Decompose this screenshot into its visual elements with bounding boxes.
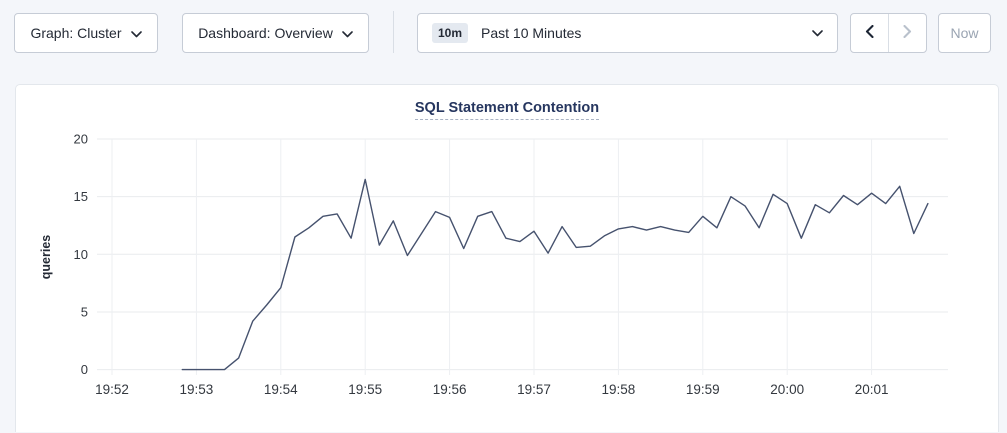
x-tick-label: 19:59 [686, 382, 720, 397]
time-window-badge: 10m [432, 23, 469, 43]
x-tick-label: 19:54 [264, 382, 298, 397]
sql-statement-contention-chart[interactable]: 0 5 10 15 20 19:52 19:53 19:54 19:55 19:56 19:57 19… [16, 85, 1000, 433]
time-range-label: Past 10 Minutes [481, 25, 582, 41]
x-tick-label: 19:53 [180, 382, 214, 397]
y-tick-label: 15 [74, 189, 88, 204]
x-tick-label: 19:58 [602, 382, 636, 397]
series-line-queries [181, 178, 929, 371]
x-tick-label: 19:52 [95, 382, 129, 397]
now-button-label: Now [950, 25, 979, 41]
x-tick-label: 20:00 [770, 382, 804, 397]
dashboard-selector-label: Dashboard: Overview [198, 25, 333, 41]
y-tick-label: 20 [74, 132, 88, 147]
chevron-down-icon [812, 29, 823, 37]
now-button[interactable]: Now [938, 13, 991, 53]
time-range-picker[interactable]: 10m Past 10 Minutes [417, 13, 838, 53]
chevron-right-icon [903, 24, 912, 41]
x-tick-label: 19:56 [433, 382, 467, 397]
toolbar-divider [393, 11, 394, 53]
dashboard-selector-dropdown[interactable]: Dashboard: Overview [182, 13, 369, 53]
chevron-down-icon [342, 25, 353, 41]
y-tick-label: 5 [81, 304, 88, 319]
y-tick-label: 0 [81, 362, 88, 377]
chart-title-text[interactable]: SQL Statement Contention [414, 100, 600, 120]
chart-title: SQL Statement Contention [16, 99, 998, 120]
next-time-window-button[interactable] [889, 14, 926, 52]
x-tick-label: 19:55 [348, 382, 382, 397]
time-nav-group [850, 13, 927, 53]
chart-card: SQL Statement Contention 0 5 10 15 20 19:52 19… [15, 84, 999, 432]
graph-selector-dropdown[interactable]: Graph: Cluster [14, 13, 158, 53]
y-tick-label: 10 [74, 247, 88, 262]
y-axis-label: queries [39, 235, 53, 280]
chevron-down-icon [130, 25, 142, 41]
chevron-left-icon [865, 24, 874, 41]
x-tick-label: 19:57 [517, 382, 551, 397]
previous-time-window-button[interactable] [851, 14, 889, 52]
x-tick-label: 20:01 [855, 382, 889, 397]
graph-selector-label: Graph: Cluster [30, 25, 122, 41]
